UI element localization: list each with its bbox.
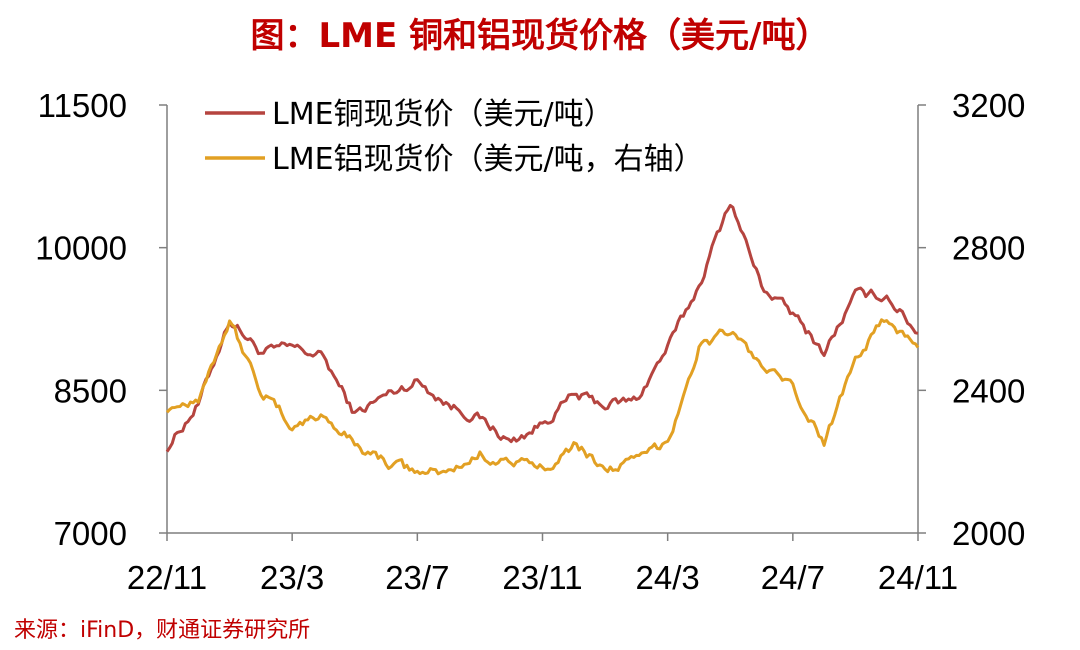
y-left-tick-label: 7000 bbox=[54, 515, 127, 552]
y-right-tick-label: 2400 bbox=[952, 372, 1025, 409]
series-layer bbox=[165, 203, 920, 476]
x-tick-label: 24/3 bbox=[636, 559, 700, 596]
legend-label: LME铝现货价（美元/吨，右轴） bbox=[272, 142, 704, 177]
x-tick-label: 23/3 bbox=[260, 559, 324, 596]
source-note: 来源：iFinD，财通证券研究所 bbox=[14, 618, 311, 643]
x-tick-label: 23/11 bbox=[502, 559, 582, 596]
legend-label: LME铜现货价（美元/吨） bbox=[272, 97, 614, 132]
chart-title: 图：LME 铜和铝现货价格（美元/吨） bbox=[250, 16, 830, 56]
x-tick-label: 24/7 bbox=[761, 559, 825, 596]
x-tick-label: 22/11 bbox=[127, 559, 207, 596]
y-left-tick-label: 8500 bbox=[54, 372, 127, 409]
x-tick-label: 23/7 bbox=[385, 559, 449, 596]
y-right-tick-label: 3200 bbox=[952, 87, 1025, 124]
x-tick-label: 24/11 bbox=[878, 559, 958, 596]
series-line-copper bbox=[165, 203, 919, 453]
series-line-aluminum bbox=[165, 318, 920, 476]
y-right-tick-label: 2000 bbox=[952, 515, 1025, 552]
y-left-tick-label: 10000 bbox=[35, 230, 127, 267]
y-left-tick-label: 11500 bbox=[38, 87, 127, 124]
legend: LME铜现货价（美元/吨） LME铝现货价（美元/吨，右轴） bbox=[205, 97, 704, 177]
axes: 7000 8500 10000 11500 2000 2400 2800 3200 22/11 2… bbox=[35, 87, 1025, 596]
y-right-tick-label: 2800 bbox=[952, 230, 1025, 267]
